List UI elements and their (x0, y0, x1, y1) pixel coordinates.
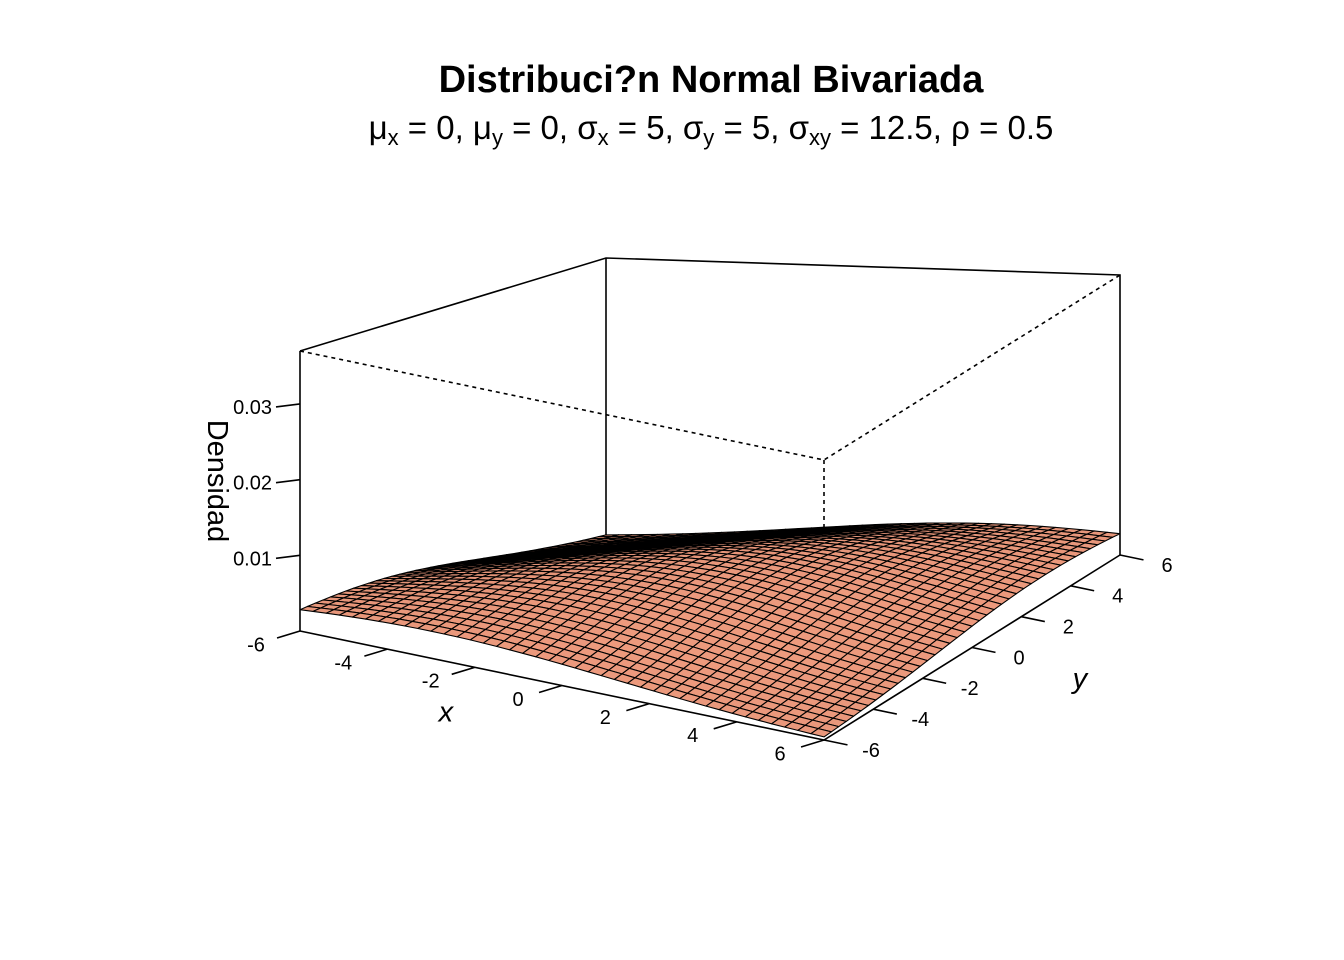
x-tick-label: -6 (247, 634, 265, 656)
subtitle-part: y (703, 125, 714, 150)
z-tick (275, 403, 301, 408)
surface-facet (810, 728, 832, 738)
subtitle-part: μ (369, 109, 388, 146)
subtitle-part: = 5, σ (609, 109, 704, 146)
chart-subtitle: μx = 0, μy = 0, σx = 5, σy = 5, σxy = 12… (369, 109, 1054, 150)
y-tick-label: 0 (1013, 647, 1024, 669)
y-tick (922, 677, 947, 685)
chart-title: Distribuci?n Normal Bivariada (439, 59, 985, 101)
y-axis-label: y (1071, 663, 1089, 695)
density-surface (299, 522, 1121, 738)
y-tick (971, 646, 996, 654)
x-tick (538, 684, 563, 694)
subtitle-part: = 12.5, ρ = 0.5 (831, 109, 1053, 146)
x-tick-label: 4 (687, 725, 698, 747)
z-tick (275, 554, 301, 560)
x-tick-label: -2 (422, 671, 440, 693)
y-tick-label: -4 (911, 709, 929, 731)
z-tick-label: 0.03 (233, 397, 272, 419)
x-tick (713, 721, 737, 730)
y-tick-label: 4 (1112, 586, 1123, 608)
box-edge-hidden (299, 274, 1121, 461)
z-axis-label: Densidad (201, 420, 233, 543)
x-tick (276, 630, 301, 639)
x-tick (451, 666, 475, 676)
x-tick-label: -4 (334, 653, 352, 675)
y-tick-label: 6 (1161, 555, 1172, 577)
y-tick (1119, 554, 1144, 561)
subtitle-part: = 0, μ (399, 109, 492, 146)
y-tick-label: 2 (1063, 616, 1074, 638)
subtitle-part: = 5, σ (714, 109, 809, 146)
z-tick (275, 478, 301, 484)
y-tick-label: -6 (862, 740, 880, 762)
subtitle-part: xy (809, 125, 831, 150)
axes: -6 -4 -2 0 2 4 6 x -6 -4 -2 0 2 4 6 y 0.01 0.02 0.03Densid… (201, 397, 1173, 765)
x-tick-label: 6 (774, 743, 785, 765)
y-tick-label: -2 (961, 678, 979, 700)
x-tick (800, 739, 825, 748)
x-tick (626, 702, 650, 712)
box-edge (299, 257, 1121, 555)
subtitle-part: y (492, 125, 503, 150)
y-tick (1021, 615, 1045, 623)
y-tick (873, 708, 897, 715)
subtitle-part: x (388, 125, 399, 150)
y-tick (823, 739, 848, 746)
z-tick-label: 0.02 (233, 473, 272, 495)
x-tick-label: 2 (600, 707, 611, 729)
subtitle-part: = 0, σ (503, 109, 598, 146)
subtitle-part: x (598, 125, 609, 150)
y-tick (1070, 585, 1095, 592)
z-tick-label: 0.01 (233, 548, 272, 570)
x-tick-label: 0 (512, 689, 523, 711)
x-tick (364, 648, 388, 657)
x-axis-label: x (437, 697, 455, 729)
